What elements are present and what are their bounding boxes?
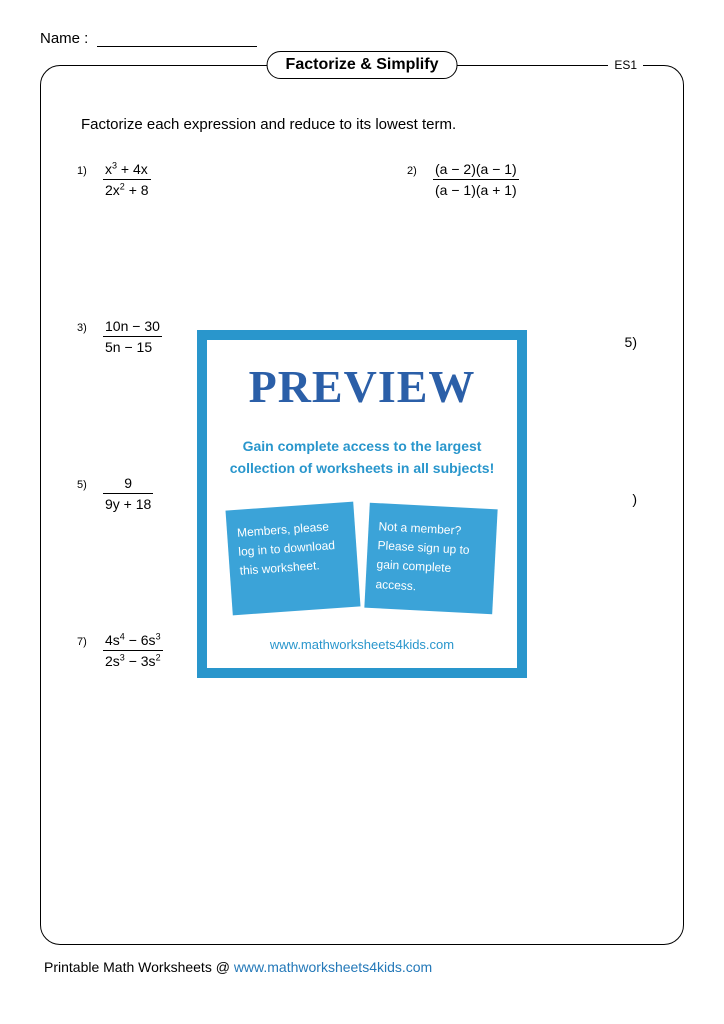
name-field-row: Name : bbox=[40, 30, 684, 47]
fraction: 9 9y + 18 bbox=[103, 475, 153, 512]
overlay-title: PREVIEW bbox=[225, 360, 499, 413]
problem-number: 7) bbox=[77, 636, 91, 648]
overlay-link[interactable]: www.mathworksheets4kids.com bbox=[225, 637, 499, 652]
denominator: (a − 1)(a + 1) bbox=[433, 180, 519, 198]
numerator: 9 bbox=[103, 475, 153, 494]
numerator: 4s4 − 6s3 bbox=[103, 632, 163, 651]
name-input-line[interactable] bbox=[97, 46, 257, 47]
fraction: (a − 2)(a − 1) (a − 1)(a + 1) bbox=[433, 161, 519, 198]
numerator: x3 + 4x bbox=[103, 161, 151, 180]
login-card[interactable]: Members, please log in to download this … bbox=[226, 501, 361, 614]
denominator: 2s3 − 3s2 bbox=[103, 651, 163, 669]
problem-number: 3) bbox=[77, 322, 91, 334]
footer: Printable Math Worksheets @ www.mathwork… bbox=[44, 959, 684, 975]
denominator: 5n − 15 bbox=[103, 337, 162, 355]
denominator: 2x2 + 8 bbox=[103, 180, 151, 198]
obscured-text: 5) bbox=[625, 334, 637, 350]
overlay-cards: Members, please log in to download this … bbox=[225, 506, 499, 611]
instruction-text: Factorize each expression and reduce to … bbox=[81, 116, 655, 133]
sheet-code: ES1 bbox=[608, 58, 643, 72]
problem-number: 5) bbox=[77, 479, 91, 491]
numerator: 10n − 30 bbox=[103, 318, 162, 337]
problem-2: 2) (a − 2)(a − 1) (a − 1)(a + 1) bbox=[367, 161, 647, 198]
signup-card[interactable]: Not a member? Please sign up to gain com… bbox=[364, 503, 497, 614]
obscured-text: ) bbox=[632, 491, 637, 507]
numerator: (a − 2)(a − 1) bbox=[433, 161, 519, 180]
footer-link[interactable]: www.mathworksheets4kids.com bbox=[234, 959, 432, 975]
name-label: Name : bbox=[40, 30, 88, 47]
page-title: Factorize & Simplify bbox=[267, 51, 458, 79]
problem-number: 1) bbox=[77, 165, 91, 177]
preview-overlay: PREVIEW Gain complete access to the larg… bbox=[197, 330, 527, 678]
fraction: 10n − 30 5n − 15 bbox=[103, 318, 162, 355]
problem-number: 2) bbox=[407, 165, 421, 177]
problem-1: 1) x3 + 4x 2x2 + 8 bbox=[77, 161, 357, 198]
fraction: 4s4 − 6s3 2s3 − 3s2 bbox=[103, 632, 163, 669]
fraction: x3 + 4x 2x2 + 8 bbox=[103, 161, 151, 198]
footer-text: Printable Math Worksheets @ bbox=[44, 959, 234, 975]
denominator: 9y + 18 bbox=[103, 494, 153, 512]
overlay-subtitle: Gain complete access to the largest coll… bbox=[225, 435, 499, 480]
